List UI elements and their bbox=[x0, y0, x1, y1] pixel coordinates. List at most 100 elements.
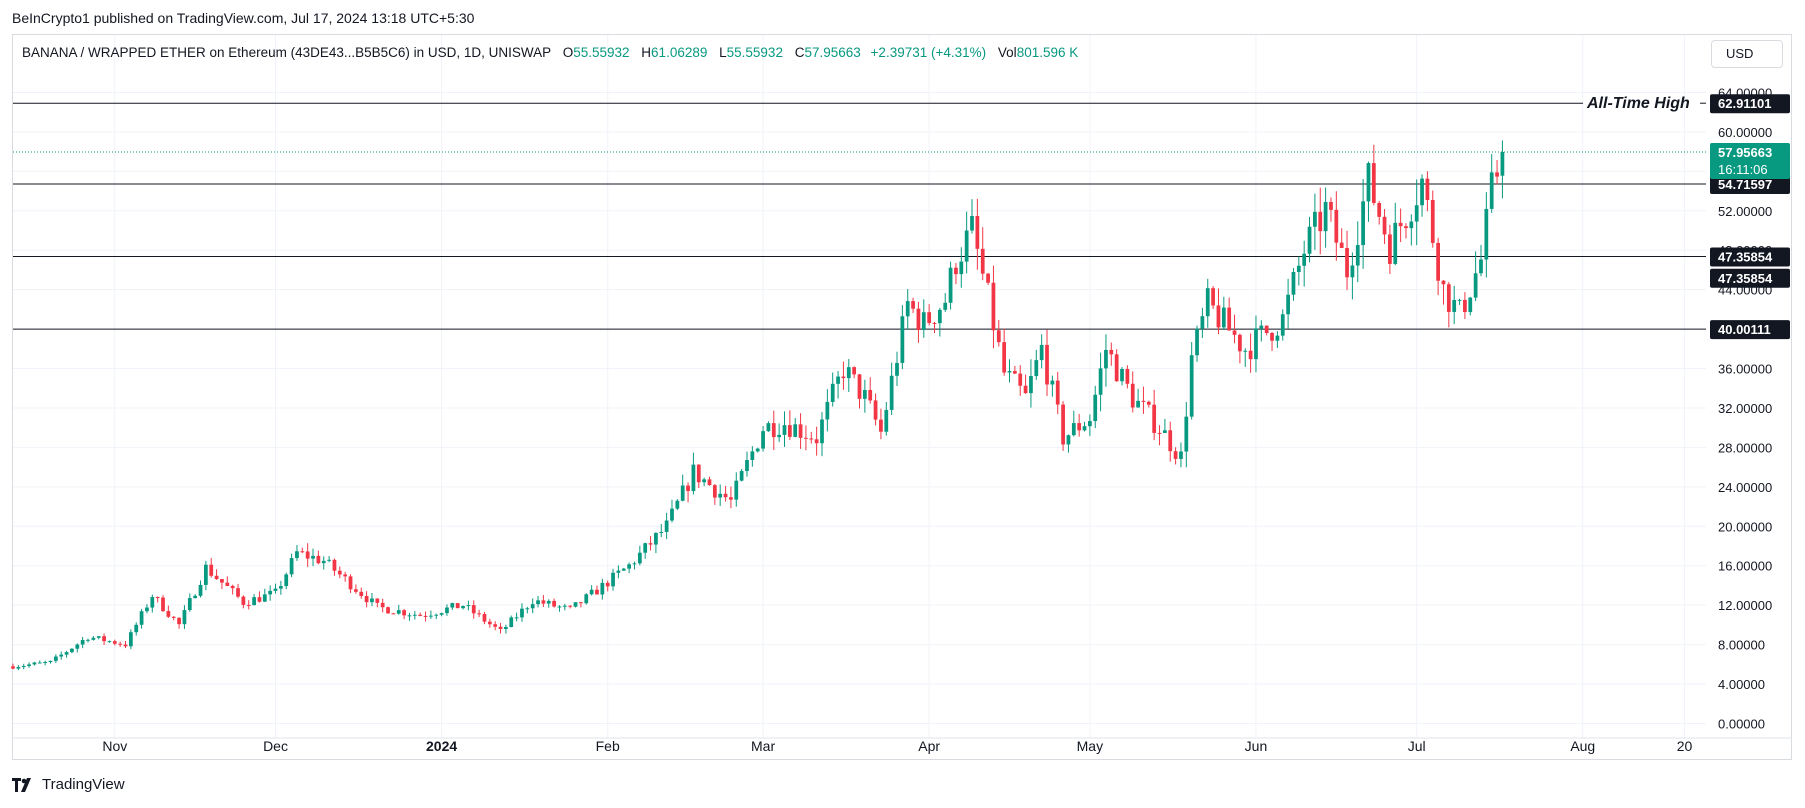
high-label: H bbox=[641, 45, 652, 60]
candle-body bbox=[1082, 426, 1087, 431]
candle-body bbox=[477, 613, 481, 615]
candle-body bbox=[1168, 430, 1173, 452]
price-tick-label: 28.00000 bbox=[1718, 440, 1772, 455]
candle-body bbox=[1034, 360, 1039, 377]
candle-body bbox=[836, 376, 840, 384]
candle-body bbox=[932, 322, 937, 324]
candle-body bbox=[1339, 242, 1344, 248]
candle-body bbox=[91, 637, 96, 640]
candle-body bbox=[680, 485, 685, 501]
candle-body bbox=[43, 662, 48, 664]
candle-body bbox=[145, 607, 149, 612]
candle-body bbox=[857, 374, 862, 399]
candle-body bbox=[970, 216, 974, 231]
candle-body bbox=[504, 627, 508, 629]
candle-body bbox=[686, 485, 690, 492]
candle-body bbox=[493, 624, 498, 627]
candle-body bbox=[246, 604, 251, 606]
candle-body bbox=[702, 479, 707, 483]
candle-body bbox=[1495, 172, 1499, 177]
candle-body bbox=[1259, 325, 1264, 329]
candle-body bbox=[1323, 202, 1328, 232]
candle-body bbox=[1254, 328, 1258, 360]
tradingview-wordmark: TradingView bbox=[42, 776, 125, 793]
candle-body bbox=[1104, 349, 1108, 369]
candle-body bbox=[696, 464, 701, 483]
candle-body bbox=[1146, 401, 1151, 405]
candle-body bbox=[873, 400, 878, 420]
candle-body bbox=[1098, 368, 1103, 395]
time-axis: Nov Dec 2024 Feb Mar Apr May Jun Jul Aug 20 bbox=[13, 737, 1792, 754]
candle-body bbox=[1307, 226, 1312, 254]
candle-body bbox=[852, 367, 857, 375]
candle-body bbox=[820, 419, 824, 444]
candle-body bbox=[220, 579, 224, 583]
candle-body bbox=[1071, 423, 1076, 436]
candle-body bbox=[354, 589, 358, 592]
time-tick-label: 20 bbox=[1677, 738, 1693, 754]
candle-body bbox=[911, 301, 915, 309]
candle-body bbox=[916, 308, 921, 330]
time-tick-label: 2024 bbox=[426, 738, 457, 754]
candle-body bbox=[1189, 355, 1194, 417]
candle-body bbox=[1012, 371, 1017, 374]
candle-body bbox=[37, 662, 42, 664]
candle-body bbox=[316, 555, 321, 564]
candle-body bbox=[1420, 178, 1424, 206]
candle-body bbox=[402, 610, 406, 616]
candle-body bbox=[1109, 349, 1114, 355]
candle-body bbox=[364, 596, 369, 603]
candle-body bbox=[584, 594, 589, 604]
candle-body bbox=[1023, 385, 1028, 394]
candle-body bbox=[1318, 211, 1323, 232]
candle-body bbox=[155, 597, 160, 599]
candle-body bbox=[712, 485, 717, 498]
currency-button[interactable]: USD bbox=[1711, 40, 1783, 68]
candle-body bbox=[900, 316, 905, 363]
candle-body bbox=[241, 596, 246, 605]
open-label: O bbox=[562, 45, 574, 60]
level-lines: All-Time High bbox=[13, 95, 1706, 330]
candle-body bbox=[814, 439, 819, 444]
candle-body bbox=[386, 607, 390, 614]
candle-body bbox=[1130, 383, 1135, 408]
candle-body bbox=[520, 608, 524, 618]
candle-body bbox=[11, 666, 15, 669]
candle-body bbox=[1050, 380, 1055, 385]
candle-body bbox=[16, 667, 21, 669]
candle-body bbox=[573, 602, 578, 607]
candle-body bbox=[804, 437, 808, 439]
candle-body bbox=[552, 600, 556, 607]
candle-body bbox=[1296, 265, 1301, 272]
candle-body bbox=[632, 563, 637, 565]
candle-body bbox=[1055, 380, 1060, 405]
candle-body bbox=[102, 636, 106, 642]
candle-body bbox=[648, 543, 653, 545]
price-tick-label: 32.00000 bbox=[1718, 401, 1772, 416]
candle-body bbox=[830, 383, 835, 402]
candle-body bbox=[1120, 368, 1124, 382]
candle-body bbox=[664, 520, 669, 532]
candle-body bbox=[568, 605, 573, 607]
candle-body bbox=[209, 564, 214, 576]
candle-body bbox=[187, 598, 192, 611]
candle-body bbox=[1414, 205, 1419, 222]
candle-body bbox=[230, 585, 235, 589]
candle-body bbox=[455, 603, 460, 609]
candle-body bbox=[996, 330, 1001, 343]
time-tick-label: Feb bbox=[596, 738, 620, 754]
candle-body bbox=[530, 604, 535, 609]
candle-body bbox=[541, 600, 546, 604]
candle-body bbox=[1125, 368, 1130, 384]
candle-body bbox=[562, 605, 567, 607]
candle-body bbox=[1371, 163, 1376, 203]
candle-body bbox=[809, 438, 814, 440]
candle-body bbox=[1361, 201, 1365, 246]
candle-body bbox=[1195, 328, 1199, 356]
candle-body bbox=[964, 230, 969, 262]
candle-body bbox=[980, 248, 985, 274]
candle-body bbox=[252, 597, 256, 606]
candle-body bbox=[343, 574, 348, 577]
candle-body bbox=[273, 588, 278, 591]
